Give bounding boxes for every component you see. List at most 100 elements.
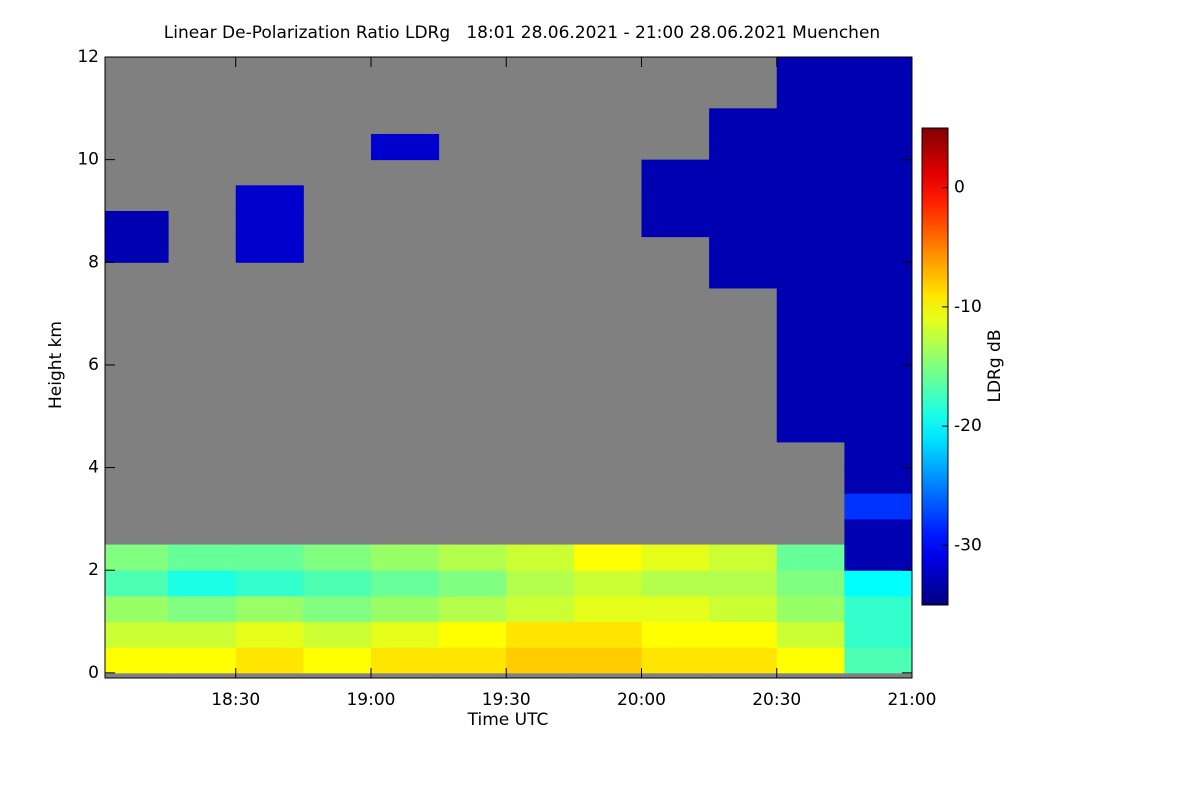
heatmap-cell [776, 287, 845, 315]
colorbar-tick-label: 0 [954, 178, 965, 198]
heatmap-cell [303, 647, 372, 674]
y-axis-label: Height km [46, 321, 66, 409]
colorbar [921, 127, 949, 606]
heatmap-cell [168, 570, 237, 597]
heatmap-cell [641, 544, 710, 571]
heatmap-cell [776, 595, 845, 623]
heatmap-cell [776, 185, 845, 212]
heatmap-cell [641, 621, 710, 648]
x-tick-label: 19:30 [482, 690, 531, 710]
x-tick-label: 20:30 [752, 690, 801, 710]
heatmap-cell [776, 544, 845, 571]
heatmap-cell [370, 570, 440, 597]
heatmap-cell [303, 621, 372, 648]
heatmap-cell [235, 185, 304, 212]
heatmap-cell [844, 57, 912, 84]
heatmap-cell [776, 647, 845, 674]
heatmap-cell [776, 570, 845, 597]
heatmap-cell [506, 544, 575, 571]
x-axis-label: Time UTC [467, 710, 549, 730]
heatmap-cell [844, 544, 912, 571]
heatmap-cell [370, 544, 440, 571]
heatmap-cell [641, 210, 710, 238]
heatmap-cell [573, 621, 642, 648]
heatmap-cell [370, 133, 440, 161]
heatmap-cell [235, 236, 304, 263]
heatmap-cell [709, 133, 778, 161]
heatmap-cell [844, 262, 912, 289]
heatmap-cell [709, 262, 778, 289]
heatmap-cell [844, 133, 912, 161]
heatmap-cell [709, 108, 778, 135]
heatmap-cell [105, 236, 169, 263]
heatmap-cell [438, 621, 507, 648]
heatmap-cell [844, 287, 912, 315]
heatmap-cell [776, 82, 845, 109]
heatmap-cell [709, 236, 778, 263]
heatmap-cell [506, 570, 575, 597]
heatmap-cell [235, 210, 304, 238]
heatmap-cell [641, 185, 710, 212]
x-tick-label: 19:00 [346, 690, 395, 710]
heatmap-cell [168, 647, 237, 674]
heatmap-cell [105, 210, 169, 238]
heatmap-cell [776, 390, 845, 417]
y-tick-label: 12 [77, 47, 99, 67]
heatmap-cell [844, 493, 912, 520]
heatmap-cell [776, 339, 845, 366]
heatmap-cell [776, 210, 845, 238]
heatmap-cell [709, 621, 778, 648]
heatmap-cell [438, 647, 507, 674]
y-tick-label: 0 [88, 663, 99, 683]
colorbar-tick-label: -10 [954, 297, 982, 317]
heatmap-cell [844, 236, 912, 263]
y-tick-label: 2 [88, 560, 99, 580]
heatmap-cell [844, 595, 912, 623]
plot-frame [104, 56, 913, 679]
colorbar-label: LDRg dB [985, 329, 1005, 402]
y-tick-label: 6 [88, 355, 99, 375]
heatmap-cell [844, 313, 912, 340]
heatmap-cell [573, 544, 642, 571]
heatmap-cell [844, 621, 912, 648]
y-tick-label: 10 [77, 150, 99, 170]
heatmap-cell [776, 364, 845, 392]
heatmap-cell [641, 159, 710, 186]
heatmap-cell [844, 570, 912, 597]
heatmap-cell [573, 647, 642, 674]
heatmap [105, 57, 912, 674]
heatmap-cell [776, 236, 845, 263]
heatmap-cell [776, 621, 845, 648]
heatmap-cell [438, 570, 507, 597]
heatmap-cell [168, 544, 237, 571]
heatmap-cell [438, 544, 507, 571]
y-tick-label: 8 [88, 252, 99, 272]
heatmap-cell [168, 621, 237, 648]
chart-title: Linear De-Polarization Ratio LDRg 18:01 … [164, 23, 880, 43]
heatmap-cell [709, 159, 778, 186]
heatmap-cell [844, 210, 912, 238]
heatmap-cell [105, 570, 169, 597]
heatmap-cell [844, 416, 912, 443]
heatmap-cell [844, 518, 912, 546]
heatmap-cell [303, 595, 372, 623]
x-tick-label: 20:00 [617, 690, 666, 710]
colorbar-tick-label: -20 [954, 416, 982, 436]
heatmap-cell [235, 647, 304, 674]
heatmap-cell [303, 570, 372, 597]
heatmap-cell [776, 57, 845, 84]
heatmap-cell [105, 647, 169, 674]
heatmap-cell [709, 185, 778, 212]
heatmap-cell [709, 210, 778, 238]
heatmap-cell [573, 595, 642, 623]
y-tick-label: 4 [88, 458, 99, 478]
heatmap-cell [776, 108, 845, 135]
heatmap-cell [370, 621, 440, 648]
heatmap-cell [709, 595, 778, 623]
heatmap-cell [506, 595, 575, 623]
heatmap-cell [709, 647, 778, 674]
x-tick-label: 21:00 [888, 690, 937, 710]
heatmap-cell [235, 595, 304, 623]
heatmap-cell [370, 647, 440, 674]
